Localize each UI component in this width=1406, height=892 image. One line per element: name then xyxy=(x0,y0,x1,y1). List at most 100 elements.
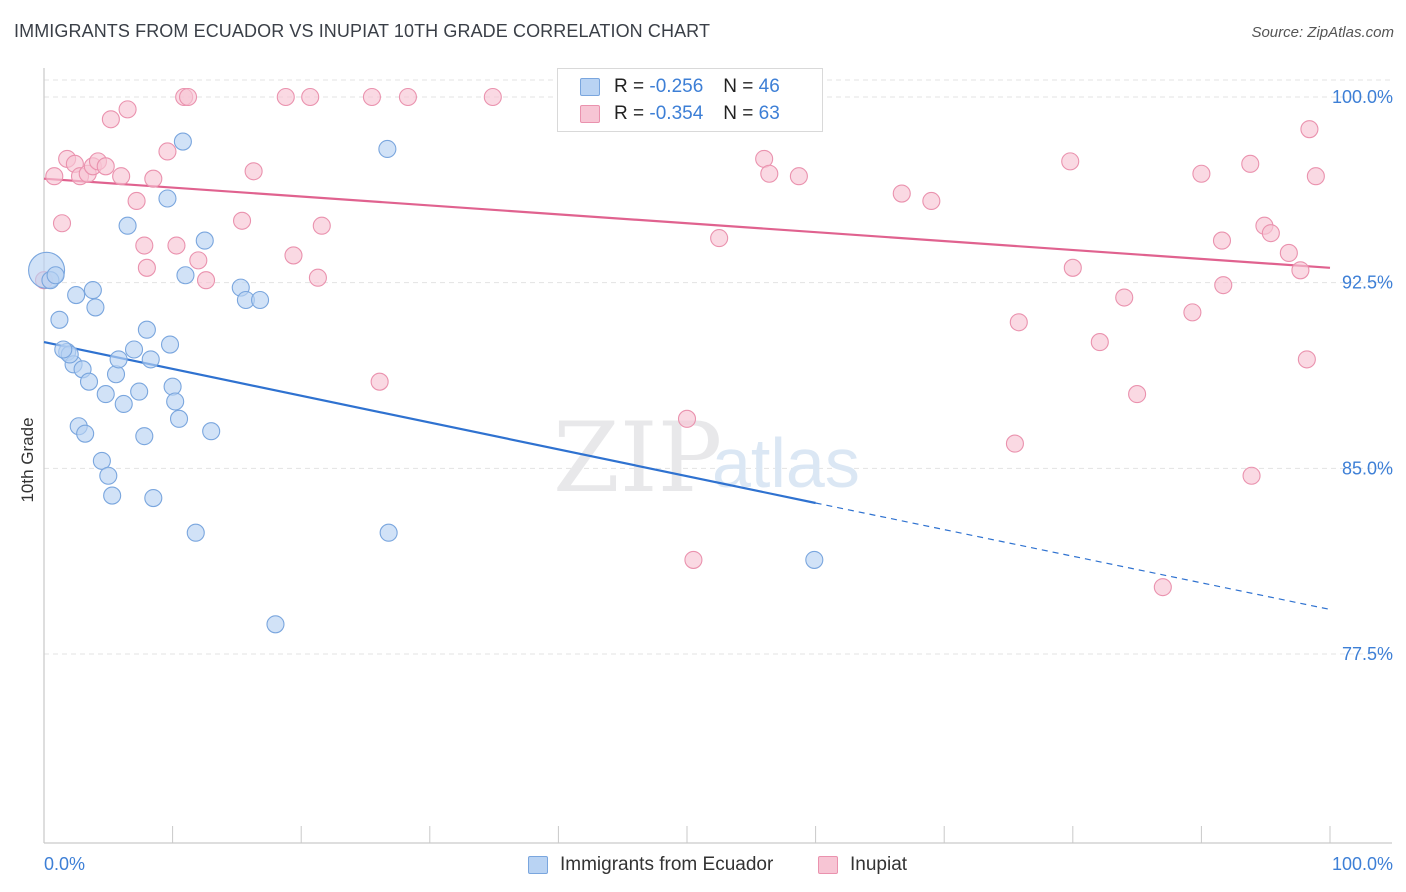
watermark-zip: ZIP xyxy=(553,402,722,514)
point-ecuador xyxy=(46,266,65,285)
legend-n-value: 46 xyxy=(758,76,780,97)
point-inupiat xyxy=(1090,333,1109,352)
point-inupiat xyxy=(196,271,216,290)
point-ecuador xyxy=(166,392,185,411)
point-ecuador xyxy=(173,132,192,151)
point-inupiat xyxy=(127,191,146,211)
y-tick-label: 100.0% xyxy=(1332,87,1393,107)
legend-r-value: -0.256 xyxy=(649,76,704,97)
point-inupiat xyxy=(1242,466,1261,485)
point-ecuador xyxy=(79,372,99,391)
point-ecuador xyxy=(379,523,398,542)
point-inupiat xyxy=(1192,164,1211,183)
point-inupiat xyxy=(1128,385,1147,404)
point-ecuador xyxy=(54,340,73,359)
data-points xyxy=(28,87,1325,634)
point-inupiat xyxy=(710,229,729,248)
point-inupiat xyxy=(1061,152,1080,171)
legend-n-value: 63 xyxy=(758,103,780,124)
chart-source: Source: ZipAtlas.com xyxy=(1251,24,1394,41)
y-tick-label: 85.0% xyxy=(1342,458,1393,478)
trend-line-ecuador-extension xyxy=(815,502,1331,611)
point-ecuador xyxy=(67,285,86,305)
point-inupiat xyxy=(276,87,295,107)
trend-line-ecuador xyxy=(43,341,816,505)
chart-title: IMMIGRANTS FROM ECUADOR VS INUPIAT 10TH … xyxy=(14,21,711,41)
trend-line-inupiat xyxy=(43,177,1331,269)
point-inupiat xyxy=(483,87,502,107)
grid-lines xyxy=(44,79,1390,655)
point-ecuador xyxy=(130,382,149,401)
legend-row-ecuador: R = -0.256 N = 46 xyxy=(580,74,780,100)
point-inupiat xyxy=(760,164,779,183)
point-inupiat xyxy=(684,550,703,569)
point-ecuador xyxy=(137,320,156,339)
point-inupiat xyxy=(398,87,417,107)
point-inupiat xyxy=(1306,167,1325,186)
legend-n-label: N = xyxy=(723,103,754,124)
point-ecuador xyxy=(163,377,182,396)
x-tick-label: 100.0% xyxy=(1332,854,1393,874)
point-inupiat xyxy=(1063,258,1082,277)
point-inupiat xyxy=(137,258,156,277)
point-inupiat xyxy=(118,100,137,119)
bottom-legend-label-inupiat: Inupiat xyxy=(850,854,908,875)
point-ecuador xyxy=(109,350,128,369)
point-inupiat xyxy=(1212,231,1232,250)
point-ecuador xyxy=(160,335,180,354)
point-ecuador xyxy=(96,385,115,404)
point-inupiat xyxy=(922,191,941,211)
point-inupiat xyxy=(677,409,697,428)
legend-r-value: -0.354 xyxy=(649,103,704,124)
point-ecuador xyxy=(50,310,69,329)
point-inupiat xyxy=(892,184,911,203)
point-inupiat xyxy=(96,157,115,176)
point-ecuador xyxy=(124,340,144,359)
point-inupiat xyxy=(1009,313,1028,332)
point-inupiat xyxy=(144,169,163,188)
point-inupiat xyxy=(1183,303,1202,322)
point-inupiat xyxy=(1291,261,1310,280)
point-ecuador xyxy=(86,298,105,317)
point-inupiat xyxy=(112,167,131,186)
point-inupiat xyxy=(1297,350,1316,369)
point-ecuador xyxy=(106,365,126,384)
bottom-legend-inupiat: Inupiat xyxy=(818,852,907,878)
point-ecuador xyxy=(195,231,214,250)
point-inupiat xyxy=(1241,154,1260,173)
point-ecuador xyxy=(202,422,221,441)
point-inupiat xyxy=(370,372,389,391)
legend-swatch-inupiat xyxy=(580,105,600,123)
y-tick-label: 77.5% xyxy=(1342,644,1393,664)
tick-labels: 100.0% 92.5% 85.0% 77.5% 0.0% 100.0% xyxy=(44,87,1393,874)
point-inupiat xyxy=(45,167,64,186)
point-ecuador xyxy=(186,523,205,542)
point-inupiat xyxy=(362,87,381,107)
bottom-legend-swatch-inupiat xyxy=(818,856,838,874)
point-inupiat xyxy=(1005,434,1024,453)
point-inupiat xyxy=(178,87,198,107)
correlation-legend: R = -0.256 N = 46 R = -0.354 N = 63 xyxy=(557,68,823,132)
point-inupiat xyxy=(244,162,263,181)
point-inupiat xyxy=(308,268,327,287)
point-ecuador xyxy=(266,615,285,634)
point-ecuador xyxy=(135,427,154,446)
point-inupiat xyxy=(167,236,186,255)
y-tick-label: 92.5% xyxy=(1342,273,1393,293)
legend-n-label: N = xyxy=(723,76,754,97)
point-inupiat xyxy=(232,211,252,230)
point-inupiat xyxy=(1279,243,1298,263)
point-ecuador xyxy=(250,290,270,310)
point-ecuador xyxy=(378,139,397,159)
point-inupiat xyxy=(135,236,154,255)
point-inupiat xyxy=(1261,224,1280,243)
point-ecuador xyxy=(158,189,177,208)
watermark-atlas: atlas xyxy=(712,424,860,502)
point-ecuador xyxy=(144,488,163,508)
point-inupiat xyxy=(1115,288,1134,307)
point-ecuador xyxy=(118,216,137,235)
point-inupiat xyxy=(158,142,177,161)
point-ecuador xyxy=(169,409,189,428)
point-inupiat xyxy=(1214,276,1233,295)
